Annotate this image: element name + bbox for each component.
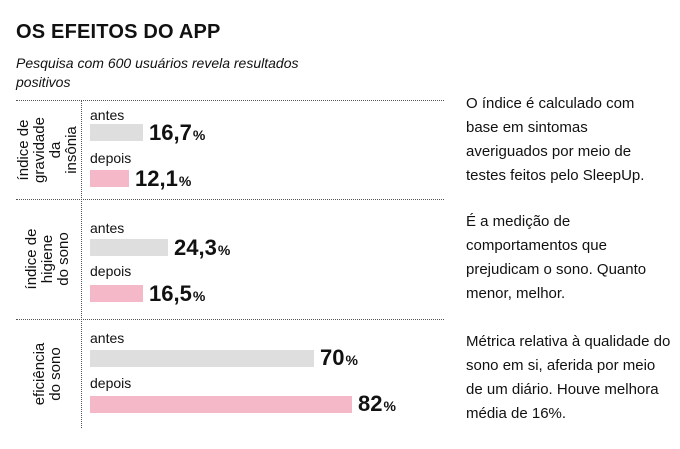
description-sleep-efficiency: Métrica relativa à qualidade do sono em …	[466, 333, 671, 422]
bar-after-insomnia	[90, 170, 129, 187]
value-before-sleep-hygiene: 24,3%	[174, 237, 230, 261]
value-unit: %	[192, 288, 206, 304]
group-label-text: índice de higiene do sono	[23, 228, 72, 290]
group-label-sleep-efficiency: eficiência do sono	[16, 319, 80, 429]
row-divider	[16, 319, 444, 320]
value-after-insomnia: 12,1%	[135, 168, 191, 192]
description-insomnia: O índice é calculado com base em sintoma…	[466, 95, 645, 184]
value-unit: %	[345, 352, 358, 368]
row-divider	[16, 199, 444, 200]
before-label: antes	[90, 107, 125, 123]
value-unit: %	[192, 127, 206, 143]
value-unit: %	[178, 173, 192, 189]
bar-before-sleep-efficiency	[90, 350, 314, 367]
value-after-sleep-hygiene: 16,5%	[149, 283, 205, 307]
value-unit: %	[217, 242, 231, 258]
after-label: depois	[90, 263, 132, 279]
chart-subtitle: Pesquisa com 600 usuários revela resulta…	[16, 55, 299, 90]
value-number: 12,1	[135, 166, 178, 191]
value-after-sleep-efficiency: 82%	[358, 393, 396, 417]
value-number: 16,7	[149, 120, 192, 145]
chart-title: OS EFEITOS DO APP	[16, 21, 221, 43]
value-number: 16,5	[149, 281, 192, 306]
value-unit: %	[383, 398, 396, 414]
value-number: 70	[320, 345, 345, 370]
group-label-text: eficiência do sono	[31, 342, 64, 406]
bar-after-sleep-hygiene	[90, 285, 143, 302]
group-label-text: índice de gravidade da insônia	[15, 116, 81, 183]
after-label: depois	[90, 150, 132, 166]
value-before-sleep-efficiency: 70%	[320, 347, 358, 371]
label-column-divider	[81, 100, 82, 428]
top-divider	[16, 100, 444, 101]
group-label-insomnia: índice de gravidade da insônia	[15, 100, 81, 199]
before-label: antes	[90, 220, 125, 236]
bar-before-sleep-hygiene	[90, 239, 168, 256]
bar-after-sleep-efficiency	[90, 396, 352, 413]
bar-before-insomnia	[90, 124, 143, 141]
value-number: 24,3	[174, 235, 217, 260]
description-sleep-hygiene: É a medição de comportamentos que prejud…	[466, 213, 647, 302]
value-before-insomnia: 16,7%	[149, 122, 205, 146]
after-label: depois	[90, 375, 132, 391]
before-label: antes	[90, 330, 125, 346]
group-label-sleep-hygiene: índice de higiene do sono	[16, 199, 80, 319]
value-number: 82	[358, 391, 383, 416]
